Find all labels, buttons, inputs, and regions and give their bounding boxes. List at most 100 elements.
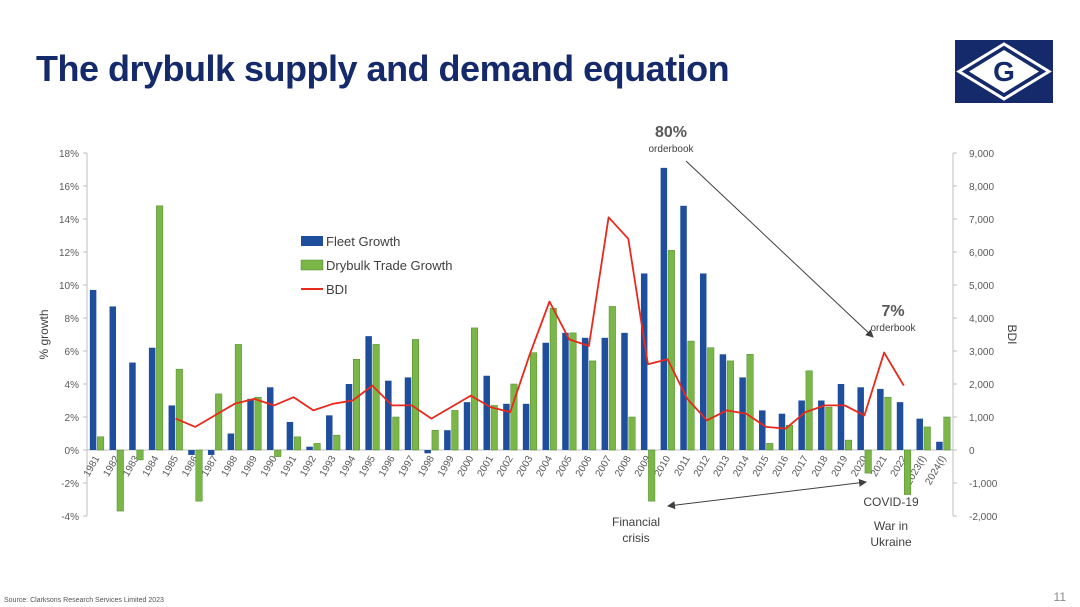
fleet-growth-bar <box>483 375 490 450</box>
trade-growth-bar <box>766 443 774 451</box>
trade-growth-bar <box>215 393 223 451</box>
left-tick-label: 12% <box>59 248 79 259</box>
trade-growth-bar <box>274 449 282 457</box>
fleet-growth-bar <box>601 337 609 450</box>
trade-growth-bar <box>648 449 656 502</box>
x-tick-label: 2010 <box>653 454 674 479</box>
fleet-growth-bar <box>148 347 156 450</box>
left-tick-label: -4% <box>61 512 79 523</box>
orderbook-2010-label: orderbook <box>648 144 694 155</box>
trade-growth-bar <box>313 443 321 451</box>
chart-bars <box>89 167 951 512</box>
x-tick-label: 1987 <box>200 454 221 479</box>
right-tick-label: -2,000 <box>969 512 998 523</box>
fleet-growth-bar <box>286 421 294 450</box>
trade-growth-bar <box>785 425 793 451</box>
fleet-growth-bar <box>306 446 313 450</box>
left-tick-label: 8% <box>65 314 80 325</box>
war-ukraine-label-1: War in <box>874 519 908 533</box>
x-tick-label: 1999 <box>436 454 457 479</box>
fleet-growth-bar <box>660 167 668 450</box>
right-tick-label: 8,000 <box>969 182 994 193</box>
right-axis-title: BDI <box>1005 324 1019 344</box>
page-number: 11 <box>1053 590 1066 604</box>
right-tick-label: 4,000 <box>969 314 994 325</box>
trade-growth-bar <box>156 205 164 451</box>
trade-growth-bar <box>254 396 262 451</box>
fleet-growth-bar <box>109 306 117 450</box>
fleet-growth-bar <box>562 332 569 450</box>
chart-bdi-line <box>175 216 905 430</box>
left-tick-label: 6% <box>65 347 80 358</box>
fleet-growth-bar <box>542 342 550 450</box>
left-tick-label: 4% <box>65 380 80 391</box>
trade-growth-bar <box>589 360 597 451</box>
x-tick-label: 1998 <box>416 454 437 479</box>
fleet-growth-bar <box>463 402 471 450</box>
trade-growth-bar <box>195 449 203 502</box>
right-tick-label: 3,000 <box>969 347 994 358</box>
logo-diamond-inner <box>969 50 1039 93</box>
x-tick-label: 2014 <box>731 454 752 479</box>
left-tick-label: -2% <box>61 479 79 490</box>
trade-growth-bar <box>628 416 636 451</box>
trade-growth-bar <box>136 449 144 461</box>
fleet-growth-bar <box>424 450 431 454</box>
fleet-growth-bar <box>188 450 195 455</box>
fleet-growth-bar <box>345 384 353 450</box>
fleet-growth-bar <box>621 332 628 450</box>
trade-growth-bar <box>845 439 852 451</box>
fleet-growth-bar <box>896 402 904 450</box>
orderbook-2010-pct: 80% <box>655 124 687 141</box>
left-tick-label: 0% <box>65 446 80 457</box>
fleet-growth-bar <box>699 273 707 450</box>
x-tick-label: 1996 <box>377 454 398 479</box>
left-axis-title: % growth <box>37 309 51 359</box>
logo-diamond-outer <box>956 42 1052 101</box>
trade-growth-bar <box>825 406 833 451</box>
bdi-line <box>175 216 905 430</box>
fleet-growth-bar <box>404 377 412 450</box>
fleet-growth-bar <box>247 398 254 450</box>
x-tick-label: 2013 <box>712 454 733 479</box>
fleet-growth-bar <box>680 205 687 450</box>
trade-growth-bar <box>608 306 616 451</box>
financial-crisis-label-1: Financial <box>612 515 660 529</box>
x-tick-label: 2015 <box>751 454 772 479</box>
trade-growth-bar <box>943 416 951 451</box>
fleet-growth-bar <box>326 415 333 450</box>
fleet-growth-bar <box>877 388 884 450</box>
x-tick-label: 2016 <box>771 454 792 479</box>
x-tick-label: 1993 <box>318 454 339 479</box>
legend-swatch <box>301 236 323 246</box>
fleet-growth-bar <box>266 387 274 450</box>
fleet-growth-bar <box>503 403 510 450</box>
fleet-growth-bar <box>936 441 943 450</box>
x-tick-label: 2006 <box>574 454 595 479</box>
trade-growth-bar <box>234 344 242 451</box>
orderbook-2021-pct: 7% <box>881 303 904 320</box>
x-tick-label: 2012 <box>692 454 713 479</box>
fleet-growth-bar <box>207 450 215 455</box>
x-tick-label: 1985 <box>161 454 182 479</box>
right-tick-label: 1,000 <box>969 413 994 424</box>
chart-annotations: 80% orderbook 7% orderbook Financial cri… <box>612 124 919 549</box>
trade-growth-bar <box>707 347 715 451</box>
trade-growth-bar <box>116 449 124 512</box>
trade-growth-bar <box>451 410 459 451</box>
right-tick-label: 5,000 <box>969 281 994 292</box>
x-tick-label: 1995 <box>357 454 378 479</box>
trade-growth-bar <box>569 332 577 451</box>
fleet-growth-bar <box>168 405 176 450</box>
legend-swatch <box>300 259 324 271</box>
trade-growth-bar <box>510 383 518 451</box>
x-tick-label: 1988 <box>220 454 241 479</box>
legend-label: BDI <box>326 282 348 297</box>
trade-growth-bar <box>431 429 439 451</box>
trade-growth-bar <box>549 307 557 451</box>
fleet-growth-bar <box>759 410 766 450</box>
fleet-growth-bar <box>385 380 392 450</box>
trade-growth-bar <box>412 339 419 451</box>
fleet-growth-bar <box>89 289 97 450</box>
left-tick-label: 10% <box>59 281 79 292</box>
